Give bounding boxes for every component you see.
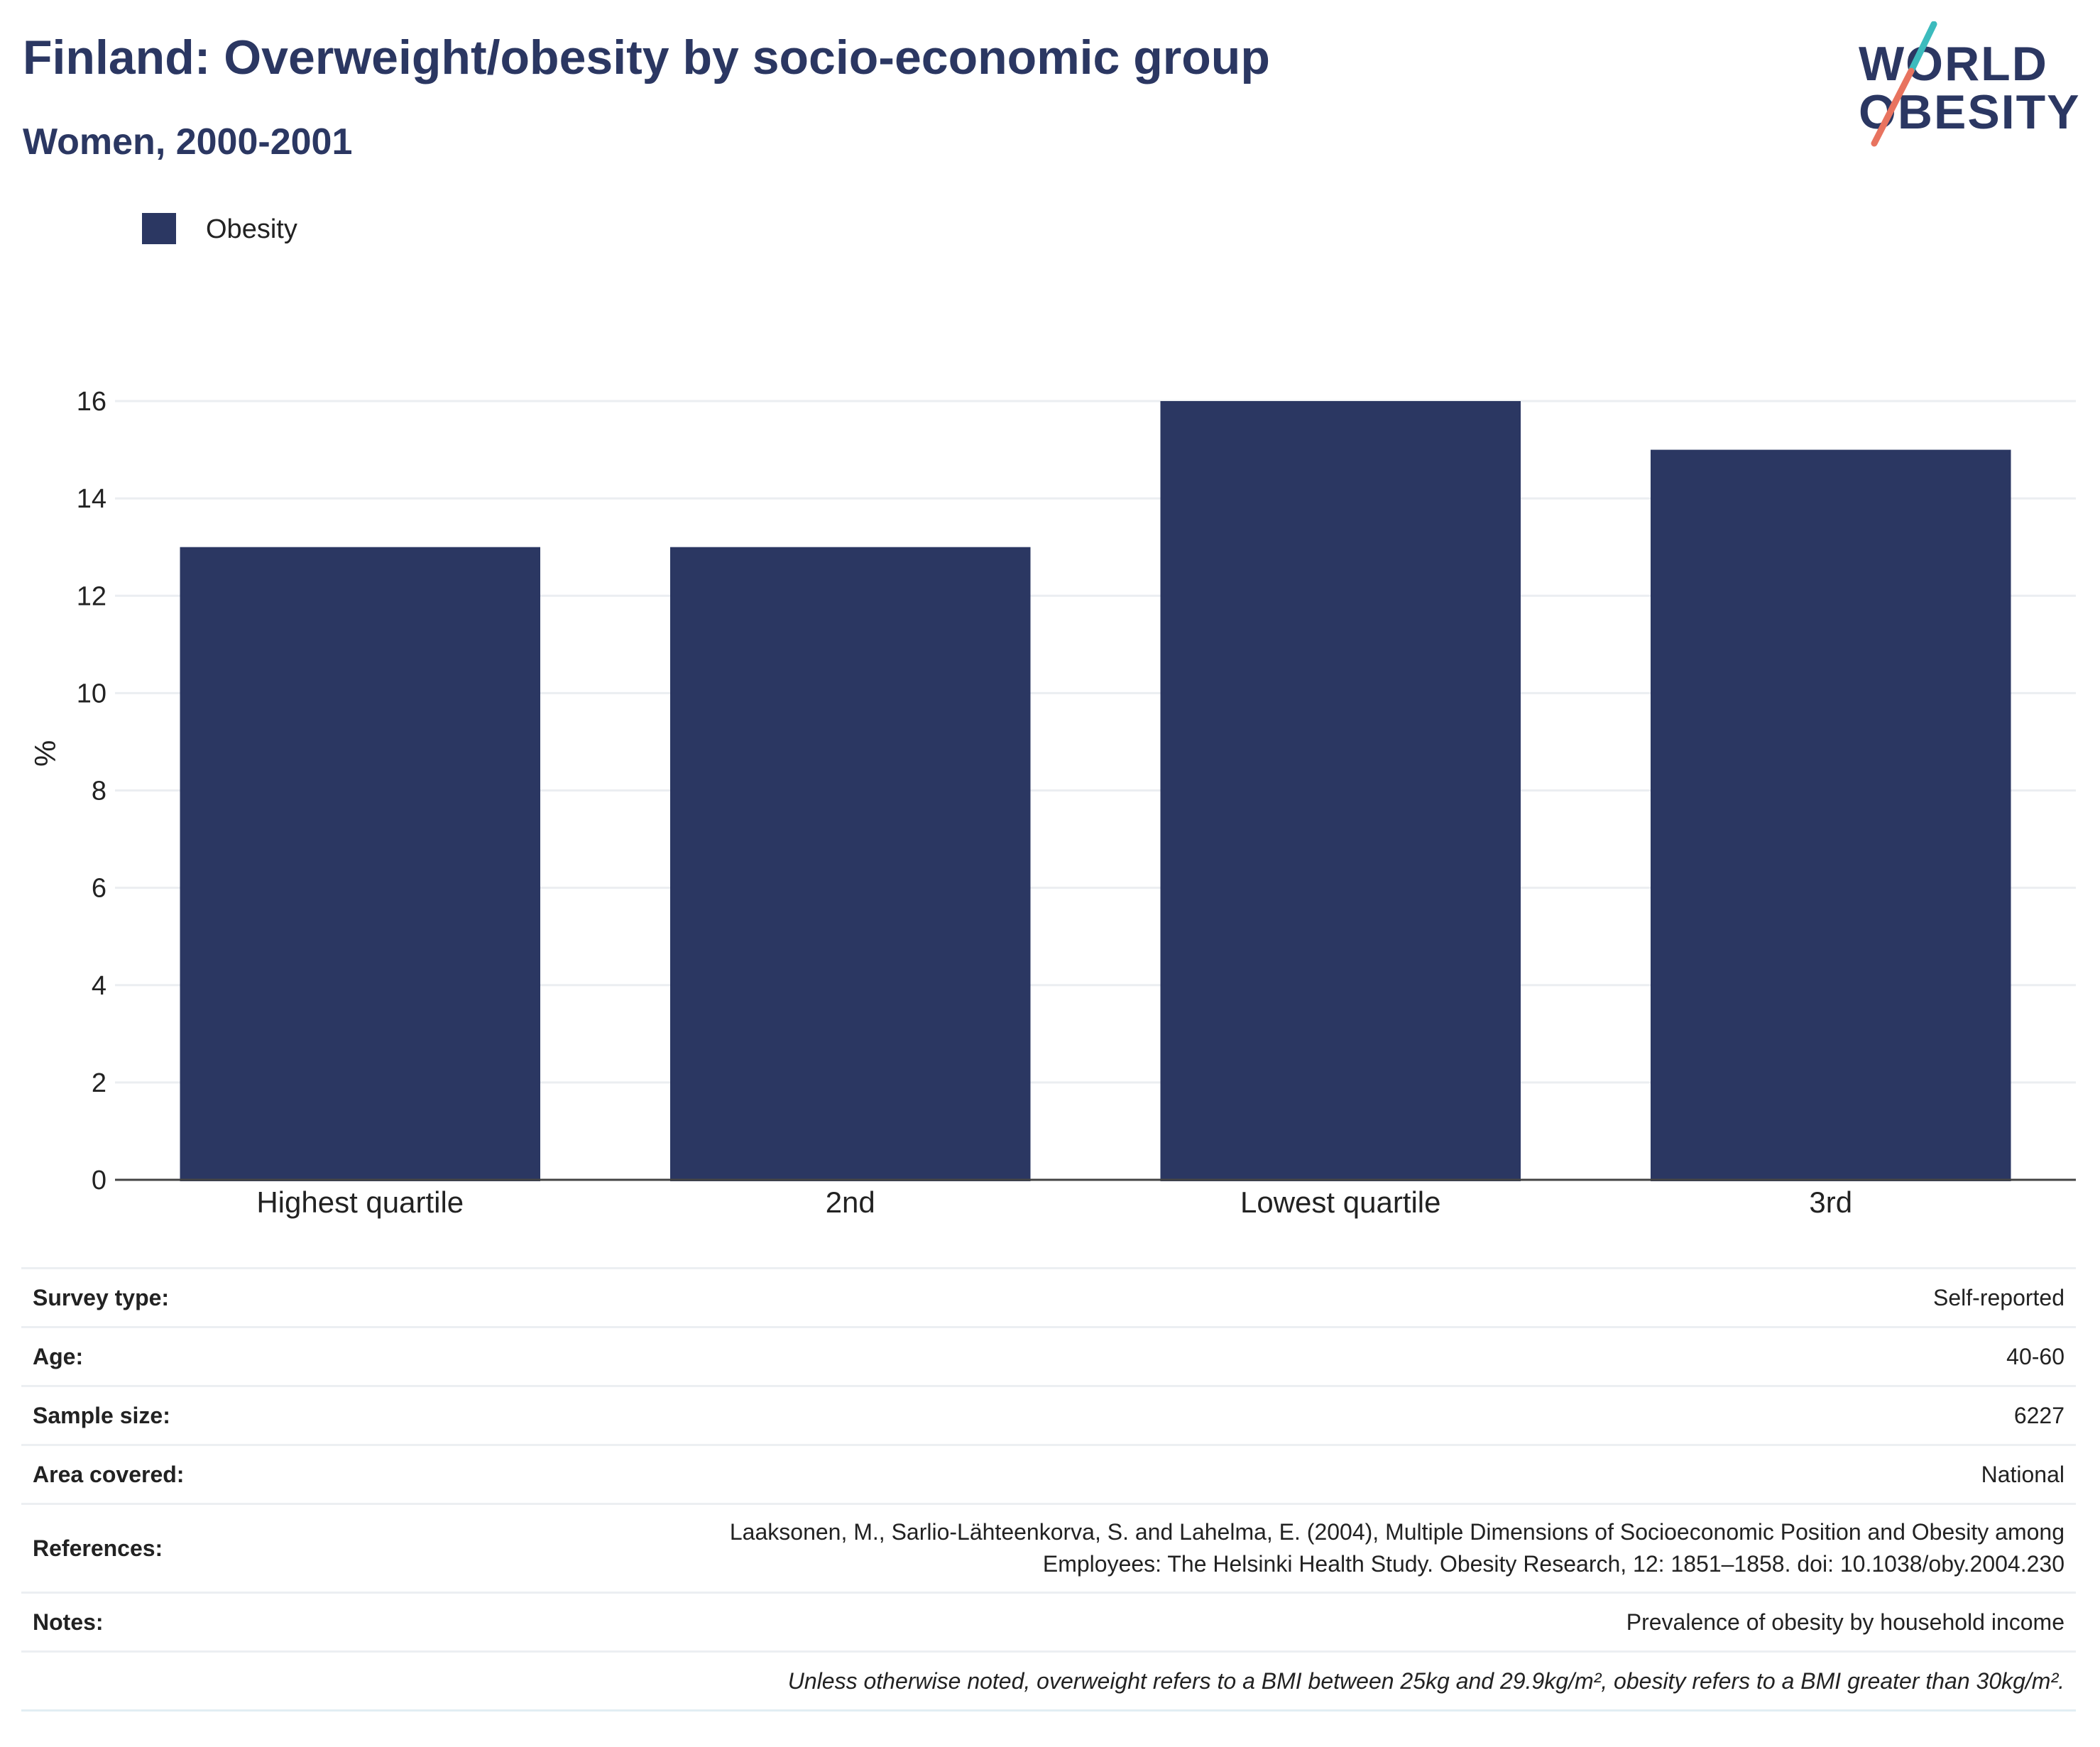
chart-subtitle: Women, 2000-2001 [23, 121, 353, 163]
y-tick-label: 8 [92, 777, 106, 806]
logo-slash-icon [1871, 21, 1937, 147]
x-tick-label: 3rd [1809, 1185, 1852, 1219]
bars [180, 401, 2011, 1181]
x-tick-label: 2nd [826, 1185, 875, 1219]
bmi-footnote: Unless otherwise noted, overweight refer… [21, 1653, 2076, 1712]
x-tick-label: Lowest quartile [1240, 1185, 1441, 1219]
meta-key: Area covered: [33, 1461, 185, 1487]
meta-key: Notes: [33, 1609, 104, 1635]
meta-value: Laaksonen, M., Sarlio-Lähteenkorva, S. a… [730, 1516, 2065, 1580]
legend-label-obesity: Obesity [206, 214, 297, 244]
y-tick-label: 4 [92, 971, 106, 1001]
bar [1160, 401, 1521, 1181]
meta-row-sample-size: Sample size: 6227 [21, 1387, 2076, 1446]
y-tick-label: 2 [92, 1068, 106, 1098]
reference-line-1: Laaksonen, M., Sarlio-Lähteenkorva, S. a… [729, 1519, 2065, 1545]
chart-title: Finland: Overweight/obesity by socio-eco… [23, 31, 1270, 84]
bar-chart: 0 2 4 6 8 10 12 14 16 Highest quartile 2nd Lowest … [77, 387, 2076, 1219]
meta-row-survey-type: Survey type: Self-reported [21, 1269, 2076, 1328]
y-tick-labels: 0 2 4 6 8 10 12 14 16 [77, 387, 106, 1195]
meta-value: 40-60 [2006, 1343, 2065, 1369]
bar [669, 547, 1031, 1181]
meta-row-area-covered: Area covered: National [21, 1446, 2076, 1505]
meta-value: Prevalence of obesity by household incom… [1626, 1609, 2065, 1635]
x-tick-label: Highest quartile [256, 1185, 464, 1219]
meta-row-age: Age: 40-60 [21, 1328, 2076, 1387]
meta-key: Sample size: [33, 1402, 170, 1428]
meta-value: National [1981, 1461, 2065, 1487]
y-tick-label: 10 [77, 679, 106, 708]
reference-line-2: Employees: The Helsinki Health Study. Ob… [1042, 1551, 2065, 1577]
legend-swatch-obesity [142, 213, 176, 244]
y-tick-label: 6 [92, 874, 106, 904]
meta-value: Self-reported [1933, 1284, 2065, 1310]
logo-line-1: WORLD [1859, 37, 2048, 91]
survey-details-table: Survey type: Self-reported Age: 40-60 Sa… [21, 1267, 2076, 1712]
world-obesity-logo: WORLD OBESITY [1846, 21, 2087, 149]
y-tick-label: 0 [92, 1166, 106, 1195]
y-tick-label: 16 [77, 387, 106, 417]
meta-key: References: [33, 1535, 163, 1561]
meta-key: Age: [33, 1343, 84, 1369]
meta-key: Survey type: [33, 1284, 170, 1310]
x-tick-labels: Highest quartile 2nd Lowest quartile 3rd [256, 1185, 1852, 1219]
bar [180, 547, 541, 1181]
meta-value: 6227 [2013, 1402, 2065, 1428]
meta-row-references: References: Laaksonen, M., Sarlio-Lähtee… [21, 1505, 2076, 1594]
y-tick-label: 12 [77, 581, 106, 611]
y-tick-label: 14 [77, 484, 106, 514]
bar [1650, 449, 2011, 1181]
footnote-text: Unless otherwise noted, overweight refer… [787, 1667, 2065, 1694]
meta-row-notes: Notes: Prevalence of obesity by househol… [21, 1594, 2076, 1653]
